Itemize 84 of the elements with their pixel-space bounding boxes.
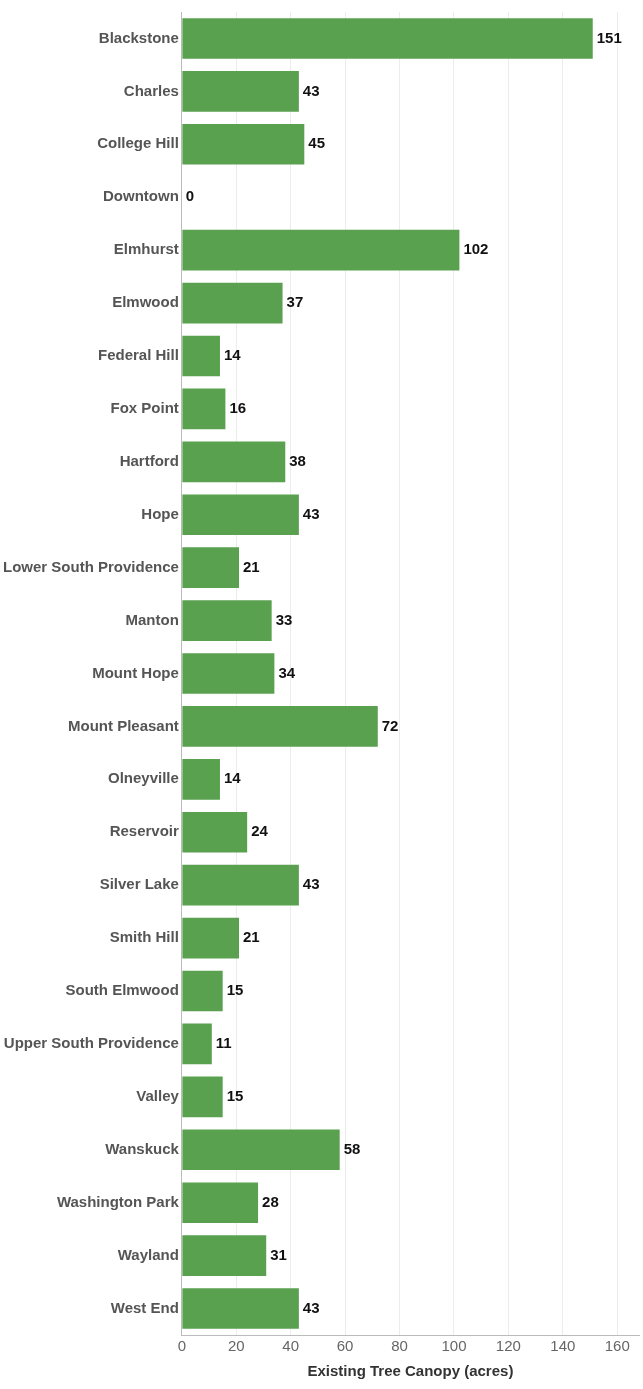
y-tick-label: Reservoir bbox=[109, 822, 180, 840]
y-tick-label: Blackstone bbox=[98, 28, 179, 46]
data-label: 151 bbox=[596, 28, 622, 46]
y-tick-label: Smith Hill bbox=[109, 928, 179, 946]
y-tick-label: Charles bbox=[123, 81, 179, 99]
data-label: 15 bbox=[226, 981, 244, 999]
bar bbox=[182, 1235, 267, 1276]
data-label: 31 bbox=[270, 1245, 287, 1263]
y-tick-label: Mount Pleasant bbox=[68, 716, 179, 734]
bar bbox=[182, 864, 299, 906]
bar bbox=[182, 388, 226, 430]
data-label: 72 bbox=[381, 716, 399, 734]
y-tick-label: Manton bbox=[125, 610, 179, 628]
bar bbox=[182, 970, 223, 1012]
x-tick-label: 120 bbox=[495, 1337, 521, 1355]
y-tick-label: Elmwood bbox=[112, 293, 179, 311]
x-tick-label: 0 bbox=[177, 1337, 187, 1355]
data-label: 43 bbox=[302, 504, 320, 522]
bar bbox=[182, 811, 248, 853]
y-tick-label: Olneyville bbox=[107, 769, 179, 787]
x-tick-label: 140 bbox=[550, 1337, 576, 1355]
bar bbox=[182, 917, 239, 959]
data-label: 21 bbox=[243, 928, 260, 946]
data-label: 15 bbox=[226, 1087, 244, 1104]
x-axis-title: Existing Tree Canopy (acres) bbox=[307, 1362, 514, 1380]
bar bbox=[182, 1129, 340, 1171]
bar bbox=[182, 600, 272, 641]
x-tick-label: 40 bbox=[282, 1337, 300, 1355]
y-tick-label: Upper South Providence bbox=[3, 1034, 179, 1052]
data-label: 58 bbox=[343, 1139, 361, 1157]
bar bbox=[182, 1182, 259, 1224]
data-label: 34 bbox=[278, 663, 296, 681]
data-label: 43 bbox=[302, 81, 320, 99]
bar bbox=[182, 123, 305, 165]
data-label: 0 bbox=[185, 187, 195, 205]
data-label: 14 bbox=[223, 769, 242, 787]
data-label: 14 bbox=[223, 346, 242, 364]
bar bbox=[182, 547, 239, 588]
bar bbox=[182, 18, 593, 59]
bar bbox=[182, 1288, 299, 1329]
bar bbox=[182, 71, 299, 112]
x-tick-label: 80 bbox=[391, 1337, 408, 1355]
data-label: 28 bbox=[262, 1192, 279, 1210]
y-tick-label: Hartford bbox=[119, 451, 179, 469]
y-tick-label: West End bbox=[110, 1298, 179, 1316]
data-label: 43 bbox=[302, 1298, 320, 1316]
bar bbox=[182, 494, 299, 536]
y-tick-label: South Elmwood bbox=[65, 981, 179, 999]
y-tick-label: Valley bbox=[136, 1087, 180, 1104]
bar bbox=[182, 1023, 212, 1065]
x-tick-label: 100 bbox=[441, 1337, 467, 1355]
bar bbox=[182, 653, 275, 694]
y-tick-label: Hope bbox=[141, 504, 179, 522]
data-label: 45 bbox=[308, 134, 325, 152]
data-label: 21 bbox=[243, 557, 260, 575]
bar bbox=[182, 759, 220, 800]
y-tick-label: Downtown bbox=[103, 187, 179, 205]
y-tick-label: Lower South Providence bbox=[2, 557, 179, 575]
y-tick-label: Elmhurst bbox=[113, 240, 179, 258]
bar bbox=[182, 706, 378, 747]
y-tick-label: Wayland bbox=[117, 1245, 179, 1263]
data-label: 24 bbox=[251, 822, 269, 840]
bar bbox=[182, 282, 283, 324]
x-tick-label: 60 bbox=[336, 1337, 354, 1355]
x-tick-label: 160 bbox=[604, 1337, 630, 1355]
x-tick-label: 20 bbox=[227, 1337, 245, 1355]
y-tick-label: College Hill bbox=[97, 134, 179, 152]
y-tick-label: Silver Lake bbox=[99, 875, 179, 893]
y-tick-label: Washington Park bbox=[56, 1192, 180, 1210]
data-label: 16 bbox=[229, 399, 247, 417]
y-tick-label: Federal Hill bbox=[98, 346, 179, 364]
bar bbox=[182, 335, 220, 377]
data-label: 38 bbox=[289, 451, 306, 469]
data-label: 102 bbox=[463, 240, 489, 258]
data-label: 37 bbox=[286, 293, 304, 311]
bar bbox=[182, 1076, 223, 1118]
y-tick-label: Fox Point bbox=[110, 399, 179, 417]
y-tick-label: Mount Hope bbox=[92, 663, 179, 681]
bar bbox=[182, 441, 286, 483]
data-label: 11 bbox=[215, 1034, 232, 1052]
y-tick-label: Wanskuck bbox=[105, 1139, 180, 1157]
data-label: 43 bbox=[302, 875, 320, 893]
data-label: 33 bbox=[275, 610, 293, 628]
bar bbox=[182, 229, 460, 271]
